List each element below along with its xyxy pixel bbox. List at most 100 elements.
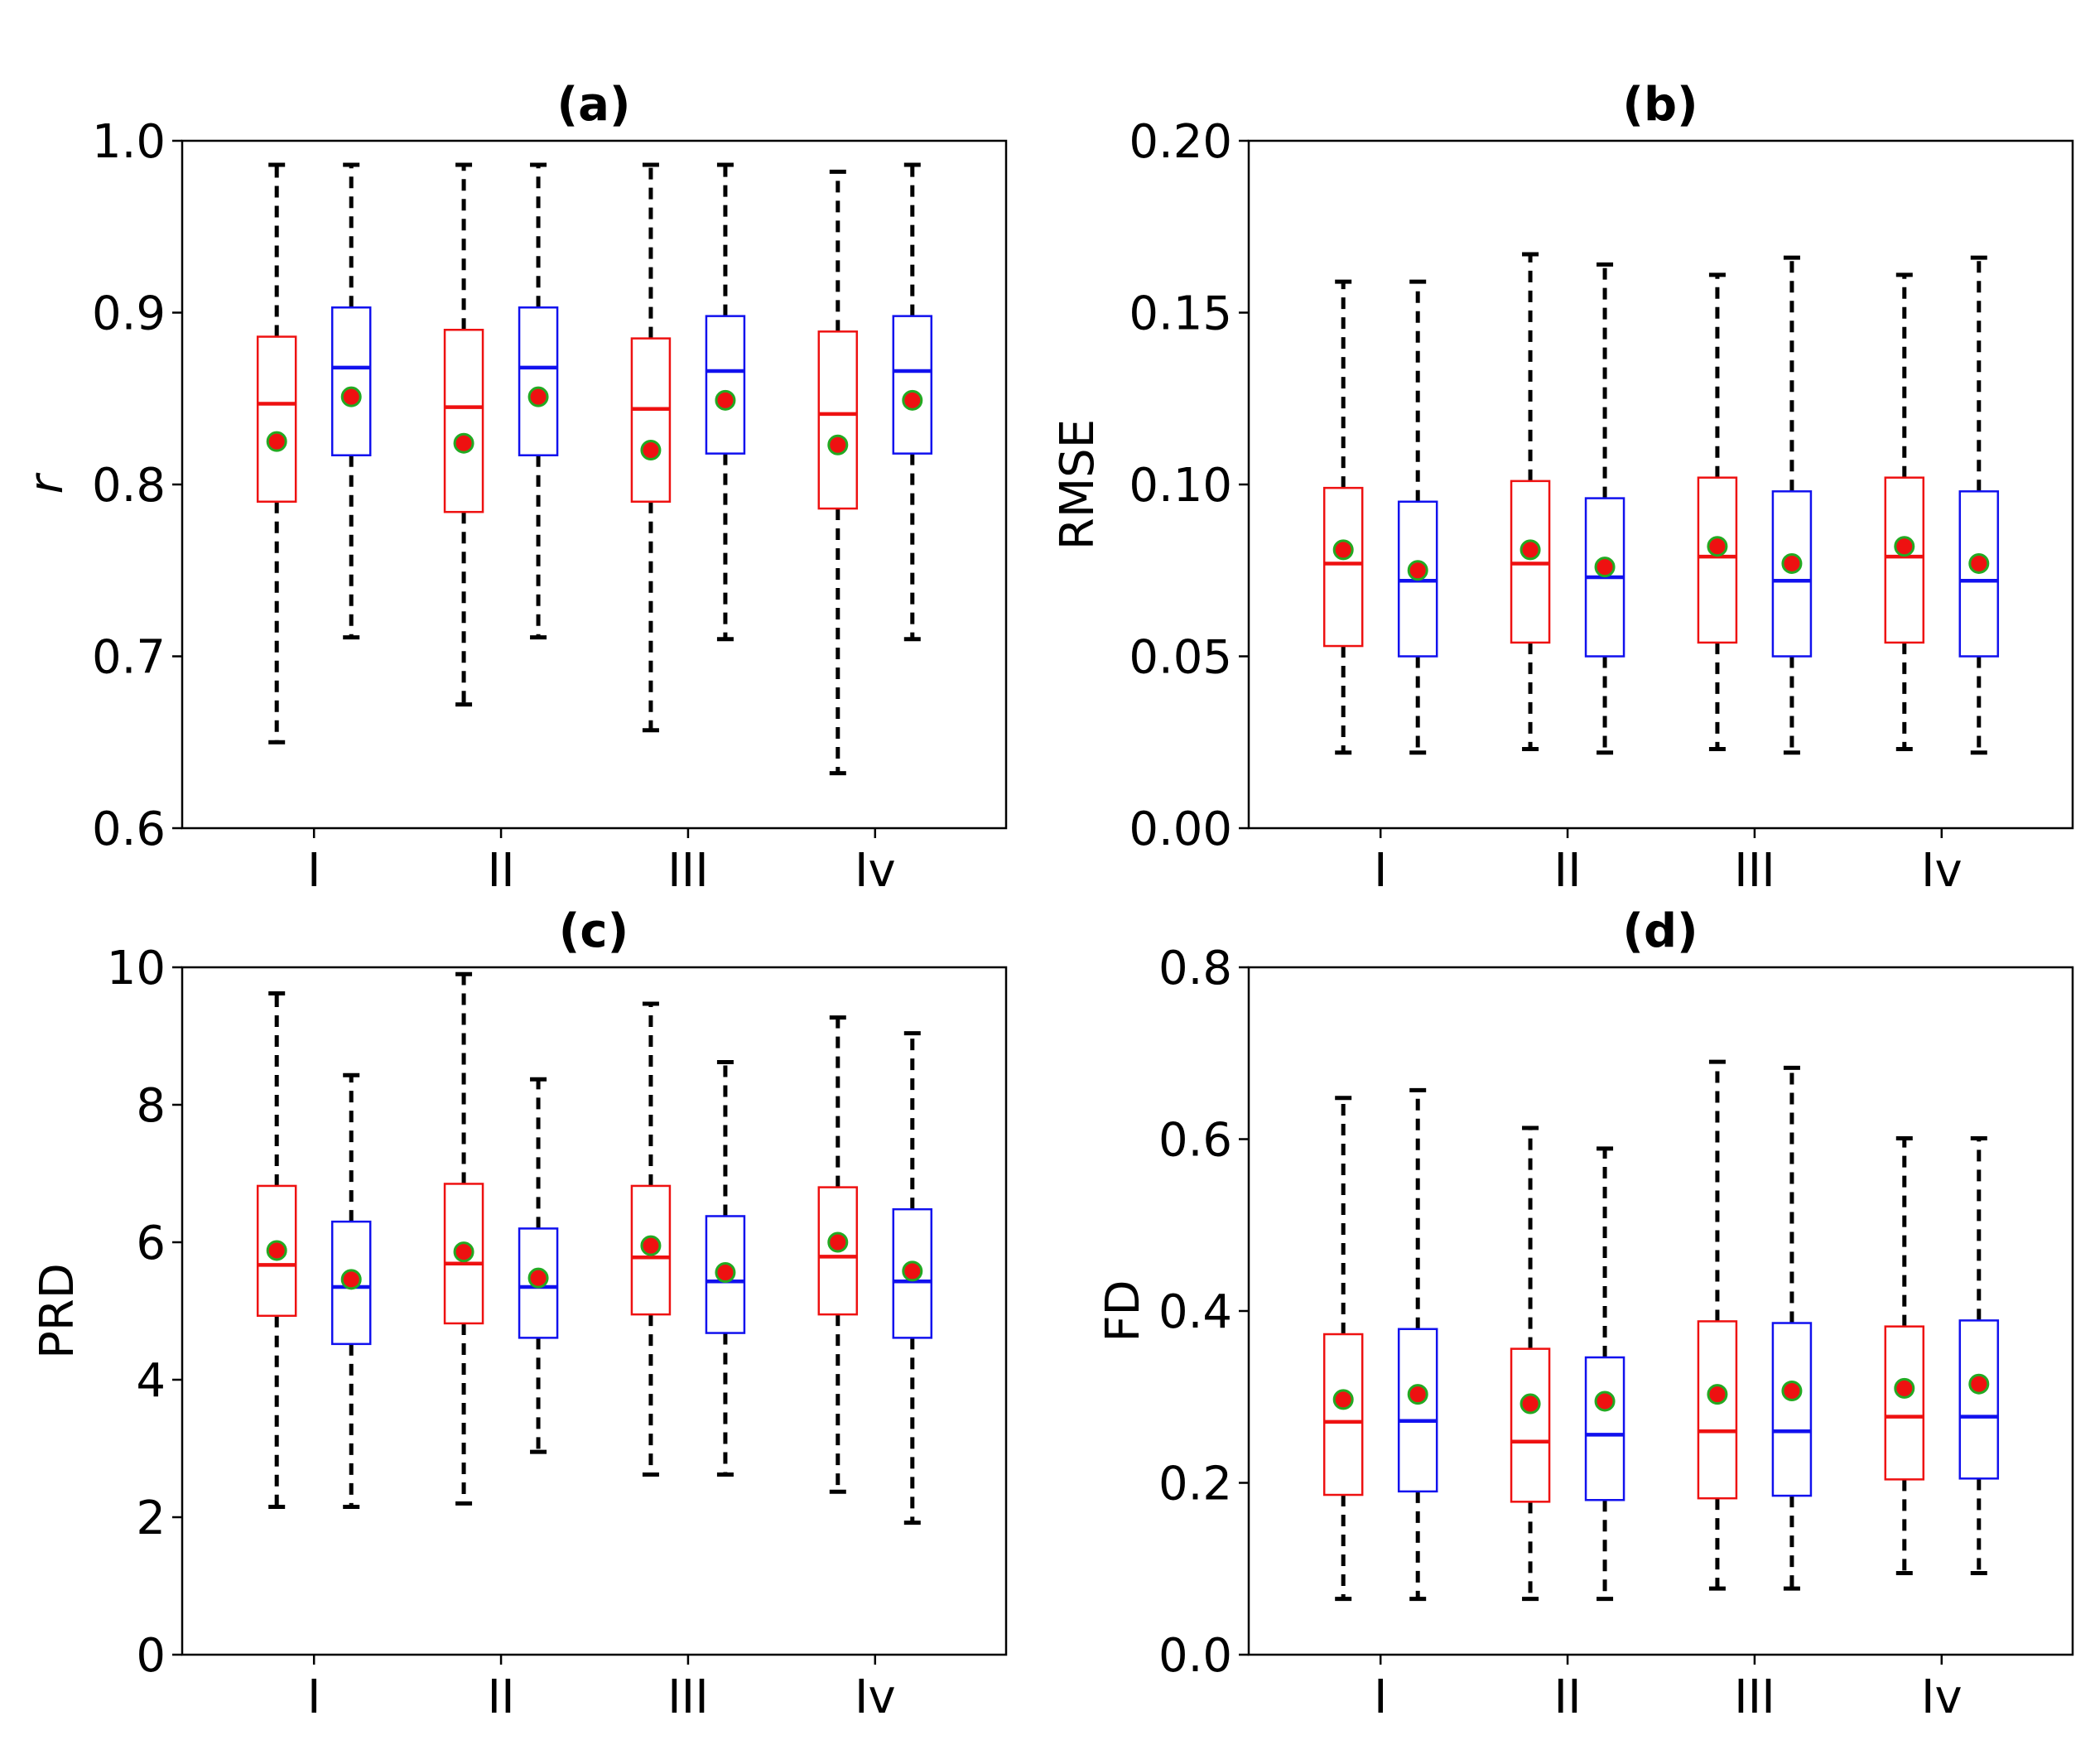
x-tick-label: Iv bbox=[855, 844, 896, 898]
mean-marker bbox=[1407, 560, 1428, 581]
x-tick-label: III bbox=[667, 1670, 709, 1724]
y-tick-label: 0.4 bbox=[1158, 1285, 1232, 1339]
y-tick-label: 0.7 bbox=[92, 631, 166, 685]
y-tick-label: 0.10 bbox=[1129, 459, 1232, 513]
y-tick-label: 10 bbox=[107, 942, 166, 995]
mean-marker bbox=[1781, 552, 1803, 574]
mean-marker bbox=[1894, 536, 1915, 557]
mean-marker bbox=[1707, 536, 1728, 557]
box bbox=[1884, 476, 1925, 644]
box bbox=[1322, 486, 1364, 648]
mean-marker bbox=[266, 431, 287, 452]
mean-marker bbox=[1894, 1377, 1915, 1399]
x-tick-label: III bbox=[667, 844, 709, 898]
x-tick-label: II bbox=[488, 1670, 515, 1724]
axes-frame bbox=[181, 966, 1008, 1656]
mean-marker bbox=[453, 432, 474, 454]
mean-marker bbox=[1968, 552, 1990, 574]
y-tick-label: 0.8 bbox=[1158, 942, 1232, 995]
mean-marker bbox=[1594, 1390, 1616, 1412]
y-tick-label: 0.8 bbox=[92, 459, 166, 513]
box bbox=[1322, 1333, 1364, 1497]
y-tick-label: 0 bbox=[136, 1629, 166, 1683]
box bbox=[443, 329, 484, 513]
y-tick-label: 1.0 bbox=[92, 115, 166, 169]
x-tick-label: I bbox=[307, 844, 321, 898]
box bbox=[705, 315, 746, 455]
box bbox=[1884, 1325, 1925, 1481]
x-tick-label: Iv bbox=[855, 1670, 896, 1724]
y-tick-label: 8 bbox=[136, 1079, 166, 1133]
y-tick-label: 0.05 bbox=[1129, 631, 1232, 685]
box bbox=[630, 337, 672, 503]
y-axis-label: RMSE bbox=[1051, 419, 1105, 550]
box bbox=[817, 330, 859, 510]
mean-marker bbox=[340, 386, 362, 407]
mean-marker bbox=[827, 1231, 849, 1253]
box bbox=[1771, 1322, 1813, 1497]
panel-title: (d) bbox=[1622, 904, 1698, 958]
y-tick-label: 6 bbox=[136, 1217, 166, 1270]
mean-marker bbox=[1332, 1389, 1354, 1410]
x-tick-label: Iv bbox=[1921, 1670, 1963, 1724]
y-tick-label: 0.15 bbox=[1129, 287, 1232, 341]
mean-marker bbox=[266, 1240, 287, 1261]
y-tick-label: 4 bbox=[136, 1354, 166, 1408]
box bbox=[518, 306, 559, 456]
x-tick-label: I bbox=[1374, 1670, 1388, 1724]
mean-marker bbox=[1519, 539, 1541, 561]
mean-marker bbox=[340, 1269, 362, 1290]
panel-a: (a) r 0.60.70.80.91.0I II III Iv bbox=[20, 78, 1008, 898]
y-tick-label: 2 bbox=[136, 1492, 166, 1545]
box bbox=[1397, 1328, 1438, 1493]
mean-marker bbox=[640, 440, 662, 460]
box bbox=[892, 315, 933, 455]
box bbox=[1958, 1319, 2000, 1480]
box bbox=[1697, 1320, 1738, 1500]
mean-marker bbox=[453, 1241, 474, 1263]
y-axis-label: r bbox=[20, 473, 74, 494]
box bbox=[1584, 1356, 1625, 1501]
panel-b: (b) RMSE 0.000.050.100.150.20I II III Iv bbox=[1051, 78, 2074, 898]
mean-marker bbox=[1707, 1384, 1728, 1405]
y-tick-label: 0.0 bbox=[1158, 1629, 1232, 1683]
mean-marker bbox=[527, 1267, 549, 1289]
panel-d: (d) FD 0.00.20.40.60.8I II III Iv bbox=[1096, 904, 2074, 1724]
mean-marker bbox=[902, 389, 923, 411]
mean-marker bbox=[640, 1235, 662, 1256]
mean-marker bbox=[1594, 557, 1616, 578]
mean-marker bbox=[1968, 1373, 1990, 1395]
y-tick-label: 0.00 bbox=[1129, 802, 1232, 856]
y-tick-label: 0.9 bbox=[92, 287, 166, 341]
mean-marker bbox=[1519, 1393, 1541, 1415]
box bbox=[1510, 1347, 1551, 1503]
mean-marker bbox=[902, 1260, 923, 1282]
panel-title: (c) bbox=[559, 904, 628, 958]
mean-marker bbox=[827, 434, 849, 455]
x-tick-label: III bbox=[1734, 844, 1775, 898]
x-tick-label: Iv bbox=[1921, 844, 1963, 898]
box bbox=[1697, 476, 1738, 644]
y-tick-label: 0.6 bbox=[92, 802, 166, 856]
mean-marker bbox=[1407, 1384, 1428, 1405]
mean-marker bbox=[715, 1262, 736, 1284]
panel-title: (a) bbox=[557, 78, 631, 132]
panel-title: (b) bbox=[1622, 78, 1698, 132]
mean-marker bbox=[1332, 539, 1354, 561]
x-tick-label: II bbox=[1554, 1670, 1582, 1724]
mean-marker bbox=[1781, 1380, 1803, 1401]
x-tick-label: II bbox=[488, 844, 515, 898]
y-tick-label: 0.20 bbox=[1129, 115, 1232, 169]
y-axis-label: FD bbox=[1096, 1280, 1150, 1342]
x-tick-label: I bbox=[1374, 844, 1388, 898]
mean-marker bbox=[715, 389, 736, 411]
box bbox=[330, 306, 372, 456]
y-tick-label: 0.2 bbox=[1158, 1458, 1232, 1511]
x-tick-label: II bbox=[1554, 844, 1582, 898]
x-tick-label: III bbox=[1734, 1670, 1775, 1724]
y-tick-label: 0.6 bbox=[1158, 1114, 1232, 1168]
box bbox=[256, 335, 297, 503]
